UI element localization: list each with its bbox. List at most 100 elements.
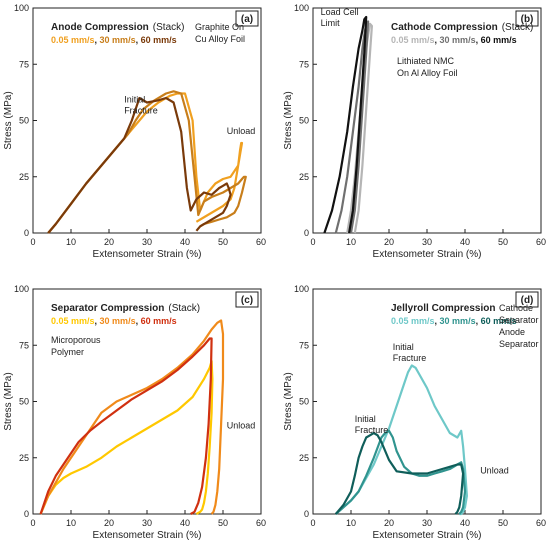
y-tick-label: 75 bbox=[299, 59, 309, 69]
y-tick-label: 0 bbox=[24, 228, 29, 238]
annotation: Unload bbox=[227, 126, 256, 136]
chart-note: Lithiated NMC bbox=[397, 56, 455, 66]
y-axis-label: Stress (MPa) bbox=[3, 372, 14, 430]
panel-tag-box bbox=[235, 291, 259, 308]
legend-separator: , bbox=[95, 316, 100, 326]
y-tick-label: 50 bbox=[299, 116, 309, 126]
legend-entry-3: 60 mm/s bbox=[141, 35, 177, 45]
annotation: Initial bbox=[355, 414, 376, 424]
chart-panel-4: 0 10 20 30 40 50 60 0 25 50 75 100 Extensometer Stra… bbox=[283, 284, 546, 541]
x-tick-label: 0 bbox=[310, 518, 315, 528]
x-axis-label: Extensometer Strain (%) bbox=[373, 249, 482, 260]
series-line-2 bbox=[39, 319, 225, 515]
annotation: Load Cell bbox=[321, 7, 359, 17]
legend-separator: , bbox=[136, 316, 141, 326]
y-tick-label: 100 bbox=[14, 3, 29, 13]
legend-entry-2: 30 mm/s bbox=[100, 316, 136, 326]
legend-entry-2: 30 mm/s bbox=[440, 35, 476, 45]
chart-note: Cu Alloy Foil bbox=[195, 34, 245, 44]
x-tick-label: 20 bbox=[104, 518, 114, 528]
panel-tag: (d) bbox=[521, 295, 534, 306]
chart-title: Anode Compression (Stack) bbox=[51, 22, 184, 33]
chart-panel-1: 0 10 20 30 40 50 60 0 25 50 75 100 Extensometer Stra… bbox=[3, 3, 266, 260]
panel-tag-box bbox=[515, 10, 539, 27]
chart-note: Cathode bbox=[499, 303, 533, 313]
annotation: Initial bbox=[124, 95, 145, 105]
chart-title-main: Cathode Compression bbox=[391, 22, 498, 33]
chart-title-main: Separator Compression bbox=[51, 303, 164, 314]
chart-note: Anode bbox=[499, 327, 525, 337]
y-tick-label: 100 bbox=[294, 3, 309, 13]
chart-note: Polymer bbox=[51, 347, 84, 357]
x-tick-label: 10 bbox=[66, 237, 76, 247]
annotation: Limit bbox=[321, 18, 341, 28]
y-tick-label: 50 bbox=[19, 116, 29, 126]
panel-tag-box bbox=[515, 291, 539, 308]
annotation: Unload bbox=[480, 466, 509, 476]
x-tick-label: 0 bbox=[30, 237, 35, 247]
legend-entry-3: 60 mm/s bbox=[481, 316, 517, 326]
x-tick-label: 60 bbox=[256, 518, 266, 528]
legend-entry-3: 60 mm/s bbox=[481, 35, 517, 45]
y-tick-label: 0 bbox=[304, 228, 309, 238]
series-line-3 bbox=[323, 15, 368, 234]
panel-tag: (a) bbox=[241, 14, 253, 25]
x-tick-label: 40 bbox=[180, 518, 190, 528]
y-tick-label: 50 bbox=[299, 397, 309, 407]
legend-separator: , bbox=[476, 316, 481, 326]
x-tick-label: 30 bbox=[422, 518, 432, 528]
series-line-1 bbox=[39, 359, 214, 515]
chart-title: Cathode Compression (Stack) bbox=[391, 22, 533, 33]
y-tick-label: 0 bbox=[24, 509, 29, 519]
y-tick-label: 25 bbox=[19, 453, 29, 463]
x-tick-label: 50 bbox=[498, 518, 508, 528]
legend-entry-2: 30 mm/s bbox=[100, 35, 136, 45]
series-line-3 bbox=[334, 431, 465, 515]
x-tick-label: 40 bbox=[180, 237, 190, 247]
legend-separator: , bbox=[136, 35, 141, 45]
x-tick-label: 50 bbox=[218, 237, 228, 247]
annotation: Initial bbox=[393, 342, 414, 352]
panel-tag: (c) bbox=[241, 295, 253, 306]
y-tick-label: 25 bbox=[299, 172, 309, 182]
legend: 0.05 mm/s, 30 mm/s, 60 mm/s bbox=[51, 35, 177, 45]
x-axis-label: Extensometer Strain (%) bbox=[93, 530, 202, 541]
legend-entry-1: 0.05 mm/s bbox=[51, 316, 95, 326]
x-tick-label: 30 bbox=[142, 518, 152, 528]
legend: 0.05 mm/s, 30 mm/s, 60 mm/s bbox=[391, 35, 517, 45]
chart-title-main: Anode Compression bbox=[51, 22, 149, 33]
chart-note: Separator bbox=[499, 315, 539, 325]
x-tick-label: 60 bbox=[536, 237, 546, 247]
series-line-1 bbox=[335, 364, 468, 516]
chart-title: Separator Compression (Stack) bbox=[51, 303, 200, 314]
chart-panel-3: 0 10 20 30 40 50 60 0 25 50 75 100 Extensometer Stra… bbox=[3, 284, 266, 541]
y-tick-label: 100 bbox=[14, 284, 29, 294]
x-tick-label: 20 bbox=[384, 518, 394, 528]
chart-title-suffix: (Stack) bbox=[168, 303, 200, 314]
x-tick-label: 20 bbox=[104, 237, 114, 247]
series-line-3 bbox=[39, 337, 213, 515]
y-tick-label: 25 bbox=[299, 453, 309, 463]
y-axis-label: Stress (MPa) bbox=[283, 372, 294, 430]
annotation: Unload bbox=[227, 421, 256, 431]
legend-separator: , bbox=[476, 35, 481, 45]
x-tick-label: 0 bbox=[30, 518, 35, 528]
legend-separator: , bbox=[435, 316, 440, 326]
x-tick-label: 50 bbox=[498, 237, 508, 247]
x-tick-label: 60 bbox=[536, 518, 546, 528]
x-axis-label: Extensometer Strain (%) bbox=[373, 530, 482, 541]
chart-title-suffix: (Stack) bbox=[502, 22, 534, 33]
legend-entry-2: 30 mm/s bbox=[440, 316, 476, 326]
legend-entry-1: 0.05 mm/s bbox=[51, 35, 95, 45]
legend-entry-3: 60 mm/s bbox=[141, 316, 177, 326]
x-tick-label: 10 bbox=[66, 518, 76, 528]
y-tick-label: 75 bbox=[19, 340, 29, 350]
legend-entry-1: 0.05 mm/s bbox=[391, 35, 435, 45]
x-tick-label: 0 bbox=[310, 237, 315, 247]
x-tick-label: 40 bbox=[460, 518, 470, 528]
x-tick-label: 10 bbox=[346, 518, 356, 528]
legend-separator: , bbox=[435, 35, 440, 45]
annotation: Fracture bbox=[124, 106, 158, 116]
annotation: Fracture bbox=[355, 425, 389, 435]
